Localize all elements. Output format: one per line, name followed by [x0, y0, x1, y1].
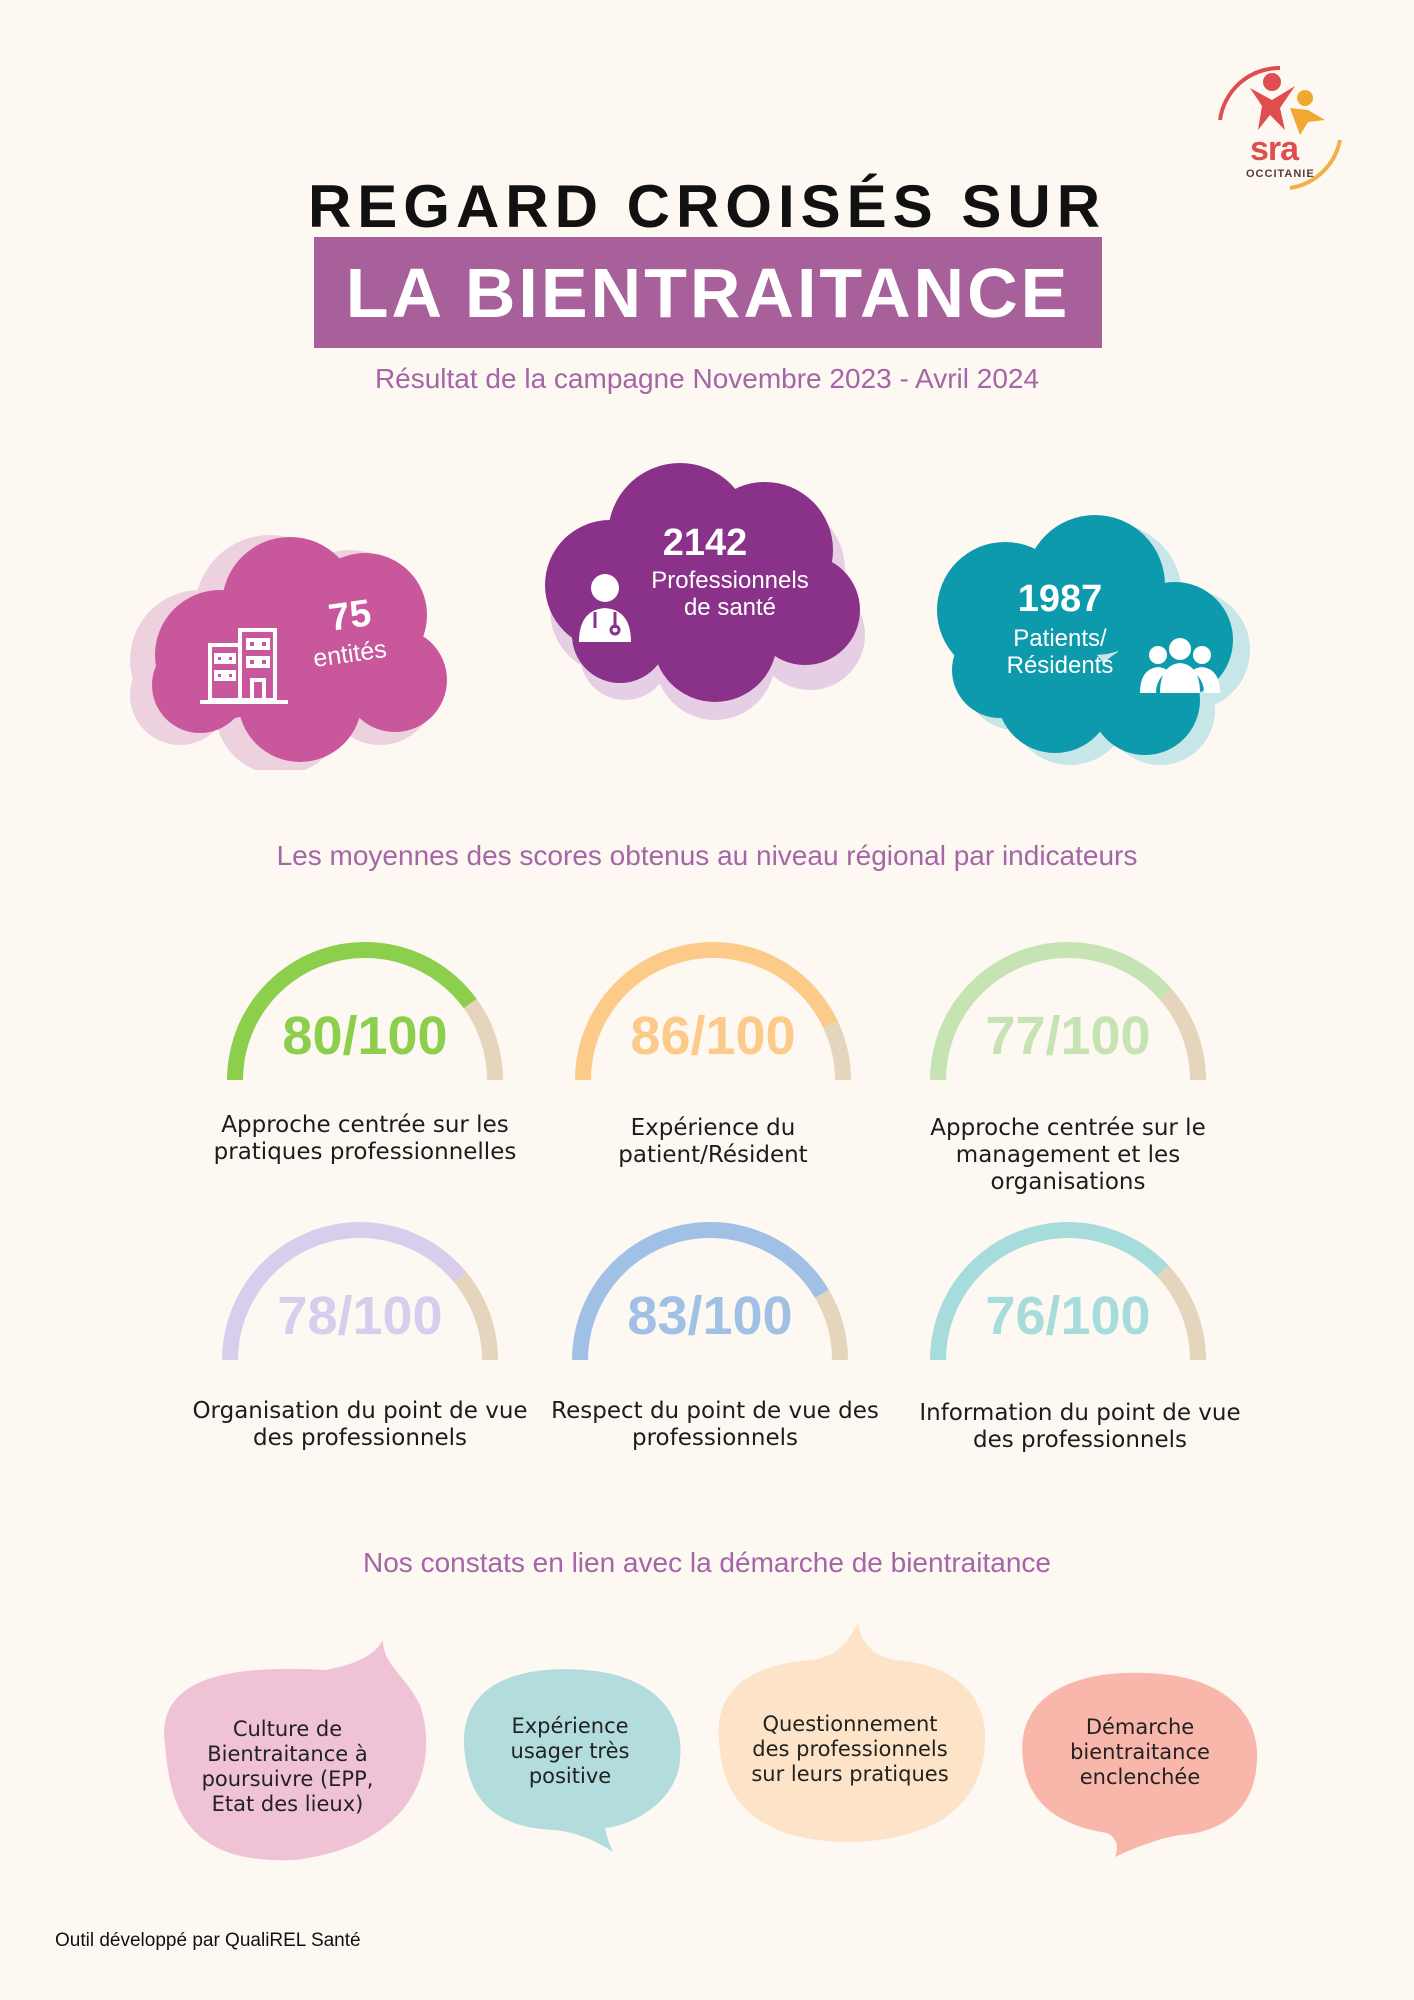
score-label-line: organisations [990, 1169, 1146, 1195]
finding-text-experience: Expérience usager très positive [475, 1714, 665, 1789]
gauge-fill [227, 942, 477, 1081]
finding-line: bientraitance [1070, 1740, 1210, 1764]
finding-line: Démarche [1085, 1715, 1195, 1739]
score-gauge: 78/100 [210, 1215, 510, 1365]
score-label-line: des professionnels [252, 1425, 468, 1451]
stat-professionals-label-2: de santé [683, 594, 777, 621]
finding-bubble-experience: Expérience usager très positive [455, 1660, 685, 1855]
score-value: 80/100 [282, 1006, 448, 1066]
score-label-line: professionnels [632, 1425, 798, 1451]
stat-professionals-label-1: Professionnels [651, 567, 809, 594]
findings-section-title: Nos constats en lien avec la démarche de… [363, 1547, 1051, 1578]
doctor-icon [579, 574, 631, 642]
score-label-line: patient/Résident [618, 1142, 808, 1168]
score-gauge: 76/100 [918, 1215, 1218, 1365]
score-gauge: 83/100 [560, 1215, 860, 1365]
gauge-fill [572, 1222, 829, 1361]
score-label: Approche centrée sur le management et les… [898, 1115, 1238, 1196]
score-gauge: 86/100 [563, 935, 863, 1085]
score-label: Approche centrée sur les pratiques profes… [195, 1112, 535, 1166]
sra-logo: sra OCCITANIE [1200, 60, 1350, 200]
score-label-line: Respect du point de vue des [551, 1398, 879, 1424]
score-value: 77/100 [985, 1006, 1151, 1066]
subtitle: Résultat de la campagne Novembre 2023 - … [374, 363, 1040, 394]
finding-line: sur leurs pratiques [751, 1762, 949, 1786]
score-label-line: pratiques professionnelles [213, 1139, 517, 1165]
finding-line: Bientraitance à [207, 1742, 368, 1766]
logo-graphic-icon [1218, 65, 1342, 190]
gauge-fill [575, 942, 838, 1081]
footer-credit: Outil développé par QualiREL Santé [55, 1930, 361, 1951]
gauge-track [1159, 988, 1206, 1081]
score-label-line: Approche centrée sur les [221, 1112, 509, 1138]
score-gauge: 80/100 [215, 935, 515, 1085]
finding-text-approach: Démarche bientraitance enclenchée [1030, 1715, 1250, 1790]
score-value: 78/100 [277, 1286, 443, 1346]
score-label-line: des professionnels [972, 1427, 1188, 1453]
logo-subtext: OCCITANIE [1246, 168, 1315, 180]
gauge-track [463, 998, 503, 1081]
finding-line: Questionnement [762, 1712, 938, 1736]
score-label: Organisation du point de vue des professi… [190, 1398, 530, 1452]
score-label-line: management et les [955, 1142, 1181, 1168]
finding-line: Culture de [232, 1717, 343, 1741]
score-label: Information du point de vue des professio… [910, 1400, 1250, 1454]
stat-professionals-value: 2142 [662, 522, 748, 564]
stat-cloud-entities: 75 entités [120, 520, 470, 770]
score-label-line: Information du point de vue [919, 1400, 1241, 1426]
gauge-track [453, 1272, 498, 1361]
title-line-2: LA BIENTRAITANCE [345, 253, 1071, 332]
gauge-track [823, 1021, 851, 1081]
stat-patients-value: 1987 [1017, 578, 1103, 620]
gauge-fill [930, 1222, 1169, 1361]
stat-patients-label-2: Résidents [1006, 652, 1114, 679]
finding-bubble-questioning: Questionnement des professionnels sur le… [710, 1620, 990, 1845]
finding-line: enclenchée [1079, 1765, 1201, 1789]
building-icon [200, 628, 288, 704]
title-banner: LA BIENTRAITANCE [314, 237, 1102, 348]
finding-bubble-culture: Culture de Bientraitance à poursuivre (E… [145, 1635, 435, 1865]
score-label: Expérience du patient/Résident [543, 1115, 883, 1169]
finding-line: Expérience [511, 1714, 629, 1738]
score-label: Respect du point de vue des professionnel… [545, 1398, 885, 1452]
score-value: 83/100 [627, 1286, 793, 1346]
score-value: 76/100 [985, 1286, 1151, 1346]
stat-cloud-professionals: 2142 Professionnels de santé [535, 460, 875, 725]
score-label-line: Approche centrée sur le [930, 1115, 1206, 1141]
gauge-track [1156, 1265, 1206, 1361]
title-line-1: REGARD CROISÉS SUR [307, 173, 1107, 240]
gauge-fill [222, 1222, 467, 1361]
score-value: 86/100 [630, 1006, 796, 1066]
finding-line: positive [528, 1764, 612, 1788]
gauge-track [814, 1289, 848, 1361]
finding-text-questioning: Questionnement des professionnels sur le… [725, 1712, 975, 1787]
finding-line: Etat des lieux) [211, 1792, 364, 1816]
score-label-line: Organisation du point de vue [192, 1398, 528, 1424]
logo-text: sra [1250, 130, 1299, 168]
finding-bubble-approach: Démarche bientraitance enclenchée [1015, 1665, 1265, 1860]
finding-line: poursuivre (EPP, [201, 1767, 374, 1791]
group-icon [1140, 638, 1220, 693]
stat-cloud-patients: 1987 Patients/ Résidents [930, 510, 1270, 780]
score-gauge: 77/100 [918, 935, 1218, 1085]
score-label-line: Expérience du [630, 1115, 796, 1141]
scores-section-title: Les moyennes des scores obtenus au nivea… [276, 840, 1138, 871]
finding-line: usager très [510, 1739, 630, 1763]
gauge-fill [930, 942, 1172, 1081]
stat-patients-label-1: Patients/ [1013, 625, 1107, 652]
finding-text-culture: Culture de Bientraitance à poursuivre (E… [175, 1717, 400, 1817]
finding-line: des professionnels [752, 1737, 948, 1761]
